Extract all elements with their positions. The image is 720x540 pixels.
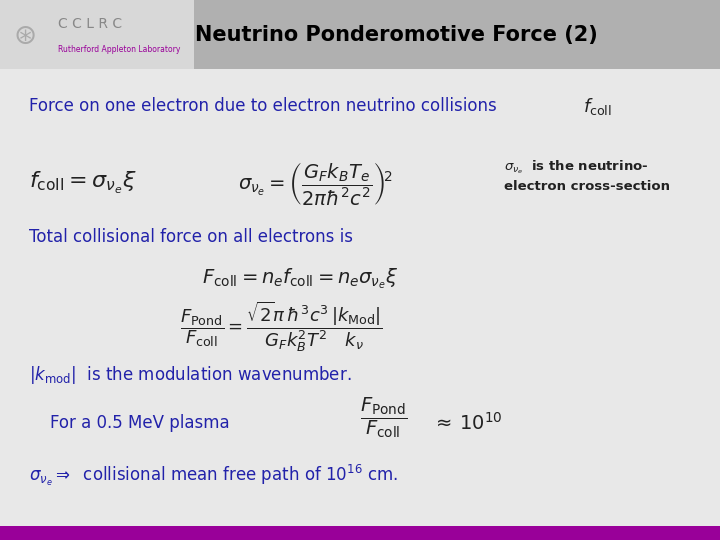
Text: Neutrino Ponderomotive Force (2): Neutrino Ponderomotive Force (2) <box>194 24 598 45</box>
Text: $\sigma_{\nu_e}$  is the neutrino-: $\sigma_{\nu_e}$ is the neutrino- <box>504 159 649 176</box>
Text: Rutherford Appleton Laboratory: Rutherford Appleton Laboratory <box>58 45 180 55</box>
FancyBboxPatch shape <box>0 0 194 69</box>
Text: ⊛: ⊛ <box>14 22 37 50</box>
Text: $\approx\, 10^{10}$: $\approx\, 10^{10}$ <box>432 411 503 434</box>
Text: $\sigma_{\nu_e} \Rightarrow$  collisional mean free path of $10^{16}$ cm.: $\sigma_{\nu_e} \Rightarrow$ collisional… <box>29 463 398 489</box>
Text: Force on one electron due to electron neutrino collisions: Force on one electron due to electron ne… <box>29 97 497 116</box>
FancyBboxPatch shape <box>0 526 720 540</box>
Text: $f_{\mathrm{coll}}$: $f_{\mathrm{coll}}$ <box>583 96 612 117</box>
Text: $f_{\mathrm{coll}} = \sigma_{\nu_e} \xi$: $f_{\mathrm{coll}} = \sigma_{\nu_e} \xi$ <box>29 171 136 197</box>
FancyBboxPatch shape <box>0 0 720 69</box>
Text: $F_{\mathrm{coll}} = n_e f_{\mathrm{coll}} = n_e \sigma_{\nu_e} \xi$: $F_{\mathrm{coll}} = n_e f_{\mathrm{coll… <box>202 267 398 292</box>
Text: electron cross-section: electron cross-section <box>504 180 670 193</box>
Text: $\dfrac{F_{\mathrm{Pond}}}{F_{\mathrm{coll}}} = \dfrac{\sqrt{2}\pi\,\hbar^3 c^3\: $\dfrac{F_{\mathrm{Pond}}}{F_{\mathrm{co… <box>180 300 383 354</box>
Text: $|k_{\mathrm{mod}}|$  is the modulation wavenumber.: $|k_{\mathrm{mod}}|$ is the modulation w… <box>29 364 351 386</box>
Text: $\sigma_{\nu_e} = \left(\dfrac{G_F k_B T_e}{2\pi\hbar^2 c^2}\right)^{\!2}$: $\sigma_{\nu_e} = \left(\dfrac{G_F k_B T… <box>238 160 392 207</box>
Text: C C L R C: C C L R C <box>58 17 122 31</box>
Text: Total collisional force on all electrons is: Total collisional force on all electrons… <box>29 227 353 246</box>
Text: $\dfrac{F_{\mathrm{Pond}}}{F_{\mathrm{coll}}}$: $\dfrac{F_{\mathrm{Pond}}}{F_{\mathrm{co… <box>360 395 408 440</box>
Text: For a 0.5 MeV plasma: For a 0.5 MeV plasma <box>50 414 230 431</box>
